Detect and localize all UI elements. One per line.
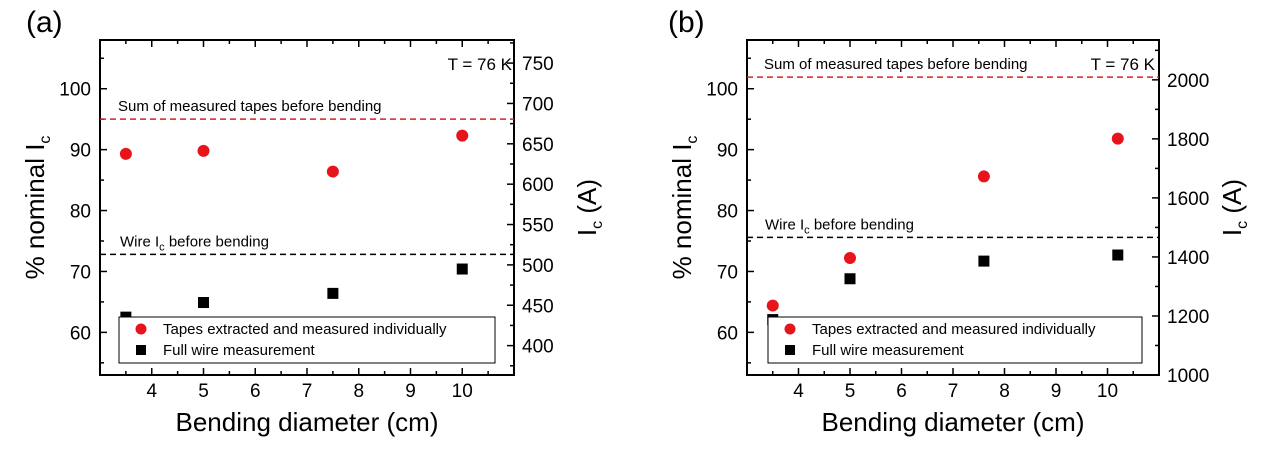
y2-axis-label-sub: c (1234, 221, 1251, 229)
legend: Tapes extracted and measured individuall… (767, 316, 1143, 364)
data-point-full-wire (844, 273, 856, 285)
x-tick-label: 10 (452, 381, 473, 402)
y2-tick-label: 600 (522, 175, 554, 196)
legend-label: Tapes extracted and measured individuall… (812, 321, 1096, 338)
y2-tick-label: 2000 (1167, 71, 1209, 92)
y-tick-label: 90 (717, 141, 738, 162)
y-axis-label-sub: c (37, 136, 54, 144)
y-tick-label: 90 (70, 141, 91, 162)
y2-tick-label: 500 (522, 256, 554, 277)
x-axis-label: Bending diameter (cm) (822, 407, 1085, 437)
reference-line-label: Wire Ic before bending (765, 216, 914, 236)
legend-marker-tapes (135, 323, 147, 335)
data-point-full-wire (327, 287, 339, 299)
legend-box (767, 316, 1143, 364)
y-tick-label: 80 (70, 202, 91, 223)
legend-label: Full wire measurement (163, 342, 316, 359)
temperature-annotation: T = 76 K (1091, 55, 1156, 74)
legend-marker-full-wire (785, 345, 795, 355)
x-tick-label: 5 (845, 381, 856, 402)
panel-label: (b) (668, 6, 705, 39)
reference-line-label-sub: c (804, 224, 810, 236)
y2-axis-label-rest: (A) (572, 179, 602, 221)
data-point-tapes (1111, 132, 1124, 145)
x-tick-label: 10 (1097, 381, 1118, 402)
y2-tick-label: 1200 (1167, 307, 1209, 328)
y2-axis-label: Ic (A) (572, 179, 606, 236)
data-point-tapes (197, 144, 210, 157)
x-tick-label: 8 (353, 381, 364, 402)
y2-tick-label: 1400 (1167, 248, 1209, 269)
x-tick-label: 4 (146, 381, 157, 402)
reference-line-label-main: Sum of measured tapes before bending (764, 56, 1028, 73)
data-point-tapes (766, 299, 779, 312)
panel-label: (a) (26, 6, 63, 39)
data-point-tapes (456, 129, 469, 142)
y2-axis-label-sub: c (589, 221, 606, 229)
x-tick-label: 6 (250, 381, 261, 402)
legend-marker-full-wire (136, 345, 146, 355)
y-tick-label: 100 (59, 80, 91, 101)
reference-line-label-main: Sum of measured tapes before bending (118, 98, 382, 115)
legend-box (118, 316, 496, 364)
y-tick-label: 100 (706, 80, 738, 101)
data-point-tapes (844, 252, 856, 265)
y-tick-label: 80 (717, 202, 738, 223)
x-tick-label: 9 (405, 381, 416, 402)
data-point-tapes (326, 165, 339, 178)
y-axis-label: % nominal Ic (20, 136, 54, 280)
reference-line-label-main: Wire I (120, 233, 159, 250)
reference-line-label-sub: c (159, 241, 165, 253)
data-point-tapes (119, 147, 132, 160)
y2-tick-label: 400 (522, 337, 554, 358)
y2-tick-label: 700 (522, 94, 554, 115)
y2-axis-label: Ic (A) (1217, 179, 1251, 236)
y-axis-label-main: % nominal I (667, 144, 697, 280)
data-point-tapes (977, 170, 990, 183)
reference-line-label-main: Wire I (765, 216, 804, 233)
y2-tick-label: 1800 (1167, 130, 1209, 151)
y2-tick-label: 750 (522, 54, 554, 75)
y2-tick-label: 550 (522, 216, 554, 237)
x-tick-label: 8 (999, 381, 1010, 402)
x-tick-label: 7 (302, 381, 313, 402)
x-tick-label: 5 (198, 381, 209, 402)
data-point-full-wire (198, 297, 209, 309)
legend: Tapes extracted and measured individuall… (118, 316, 496, 364)
reference-line-label: Wire Ic before bending (120, 233, 269, 253)
reference-line-label: Sum of measured tapes before bending (764, 56, 1028, 73)
reference-line-label-rest: before bending (810, 216, 914, 233)
y-axis-label-main: % nominal I (20, 144, 50, 280)
x-tick-label: 6 (896, 381, 907, 402)
y2-axis-label-main: I (1217, 229, 1247, 236)
y-axis-label: % nominal Ic (667, 136, 701, 280)
legend-label: Tapes extracted and measured individuall… (163, 321, 447, 338)
y2-tick-label: 1600 (1167, 189, 1209, 210)
y-tick-label: 70 (70, 262, 91, 283)
y2-tick-label: 1000 (1167, 366, 1209, 387)
y-tick-label: 60 (717, 323, 738, 344)
temperature-annotation: T = 76 K (448, 55, 513, 74)
chart-panel-a: (a) 4 5 6 7 8 9 10 60 70 80 90 100 400 450 500 550 600 650… (20, 6, 606, 437)
x-tick-label: 9 (1051, 381, 1062, 402)
y2-axis-label-main: I (572, 229, 602, 236)
legend-marker-tapes (784, 323, 796, 335)
y-tick-label: 70 (717, 262, 738, 283)
y2-tick-label: 650 (522, 135, 554, 156)
data-point-full-wire (456, 263, 468, 275)
y-tick-label: 60 (70, 323, 91, 344)
reference-line-label-rest: before bending (165, 233, 269, 250)
reference-line-label: Sum of measured tapes before bending (118, 98, 382, 115)
data-point-full-wire (978, 255, 990, 267)
data-point-full-wire (1112, 249, 1124, 261)
x-axis-label: Bending diameter (cm) (176, 407, 439, 437)
chart-panel-b: (b) 4 5 6 7 8 9 10 60 70 80 90 100 1000 1200 1400 1600 18… (667, 6, 1251, 437)
legend-label: Full wire measurement (812, 342, 965, 359)
y2-axis-label-rest: (A) (1217, 179, 1247, 221)
x-tick-label: 7 (948, 381, 959, 402)
y-axis-label-sub: c (684, 136, 701, 144)
x-tick-label: 4 (793, 381, 804, 402)
y2-tick-label: 450 (522, 296, 554, 317)
